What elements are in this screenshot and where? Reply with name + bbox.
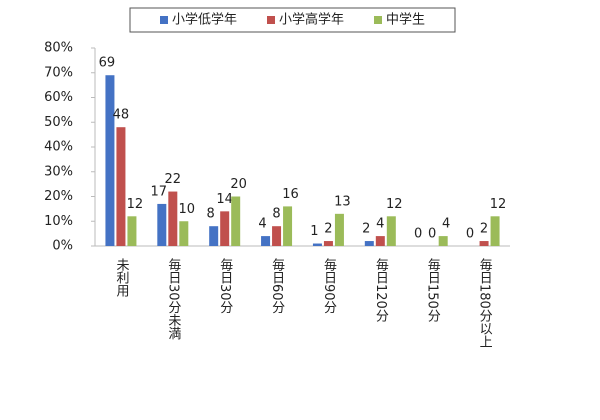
bar <box>479 241 489 246</box>
data-label: 2 <box>480 222 488 237</box>
legend-label: 小学低学年 <box>172 12 237 28</box>
x-tick-label: 毎日180分以上 <box>477 257 493 347</box>
legend-swatch <box>267 16 275 24</box>
data-label: 0 <box>414 227 422 242</box>
y-tick-label: 40% <box>44 140 73 155</box>
y-tick-label: 70% <box>44 65 73 80</box>
data-label: 17 <box>151 184 168 199</box>
x-tick-label: 毎日120分 <box>373 257 389 323</box>
data-label: 1 <box>310 224 318 239</box>
data-label: 20 <box>230 177 247 192</box>
data-label: 48 <box>113 108 130 123</box>
y-tick-label: 10% <box>44 214 73 229</box>
bar <box>364 241 374 246</box>
bar <box>157 203 167 246</box>
legend-label: 中学生 <box>386 12 425 28</box>
bar <box>386 216 396 246</box>
bar <box>179 221 189 246</box>
data-label: 14 <box>216 192 233 207</box>
bar <box>272 226 282 246</box>
data-label: 2 <box>324 222 332 237</box>
data-label: 10 <box>179 202 196 217</box>
data-label: 0 <box>466 227 474 242</box>
data-label: 4 <box>376 217 384 232</box>
bar <box>261 236 271 246</box>
bar <box>127 216 137 246</box>
bar <box>438 236 448 246</box>
data-label: 13 <box>334 194 351 209</box>
y-tick-label: 80% <box>44 41 73 56</box>
data-label: 16 <box>282 187 299 202</box>
x-tick-label: 毎日150分 <box>425 257 441 323</box>
x-tick-label: 毎日90分 <box>321 257 337 315</box>
bar <box>116 127 126 246</box>
x-tick-label: 毎日30分未満 <box>165 257 181 340</box>
data-label: 22 <box>165 172 182 187</box>
bar <box>375 236 385 246</box>
y-tick-label: 0% <box>52 239 73 254</box>
data-label: 8 <box>272 207 280 222</box>
x-tick-label: 毎日60分 <box>269 257 285 315</box>
data-label: 4 <box>442 217 450 232</box>
legend-label: 小学高学年 <box>279 12 344 28</box>
y-tick-label: 30% <box>44 164 73 179</box>
bar <box>220 211 230 246</box>
y-tick-label: 60% <box>44 90 73 105</box>
data-label: 12 <box>127 197 144 212</box>
data-label: 0 <box>428 227 436 242</box>
legend-box <box>129 7 456 33</box>
bar <box>312 243 322 246</box>
y-tick-label: 50% <box>44 115 73 130</box>
data-label: 12 <box>386 197 403 212</box>
bar <box>334 213 344 246</box>
legend-swatch <box>160 16 168 24</box>
data-label: 4 <box>258 217 266 232</box>
x-tick-label: 未利用 <box>113 258 129 298</box>
data-label: 69 <box>99 56 116 71</box>
bar <box>490 216 500 246</box>
data-label: 8 <box>207 207 215 222</box>
x-tick-label: 毎日30分 <box>217 257 233 315</box>
bar <box>209 226 219 246</box>
bar <box>283 206 293 246</box>
data-label: 2 <box>362 222 370 237</box>
bar <box>105 75 115 246</box>
y-tick-label: 20% <box>44 189 73 204</box>
bar <box>323 241 333 246</box>
data-label: 12 <box>490 197 507 212</box>
legend-swatch <box>374 16 382 24</box>
bar <box>231 196 241 246</box>
bar <box>168 191 178 246</box>
